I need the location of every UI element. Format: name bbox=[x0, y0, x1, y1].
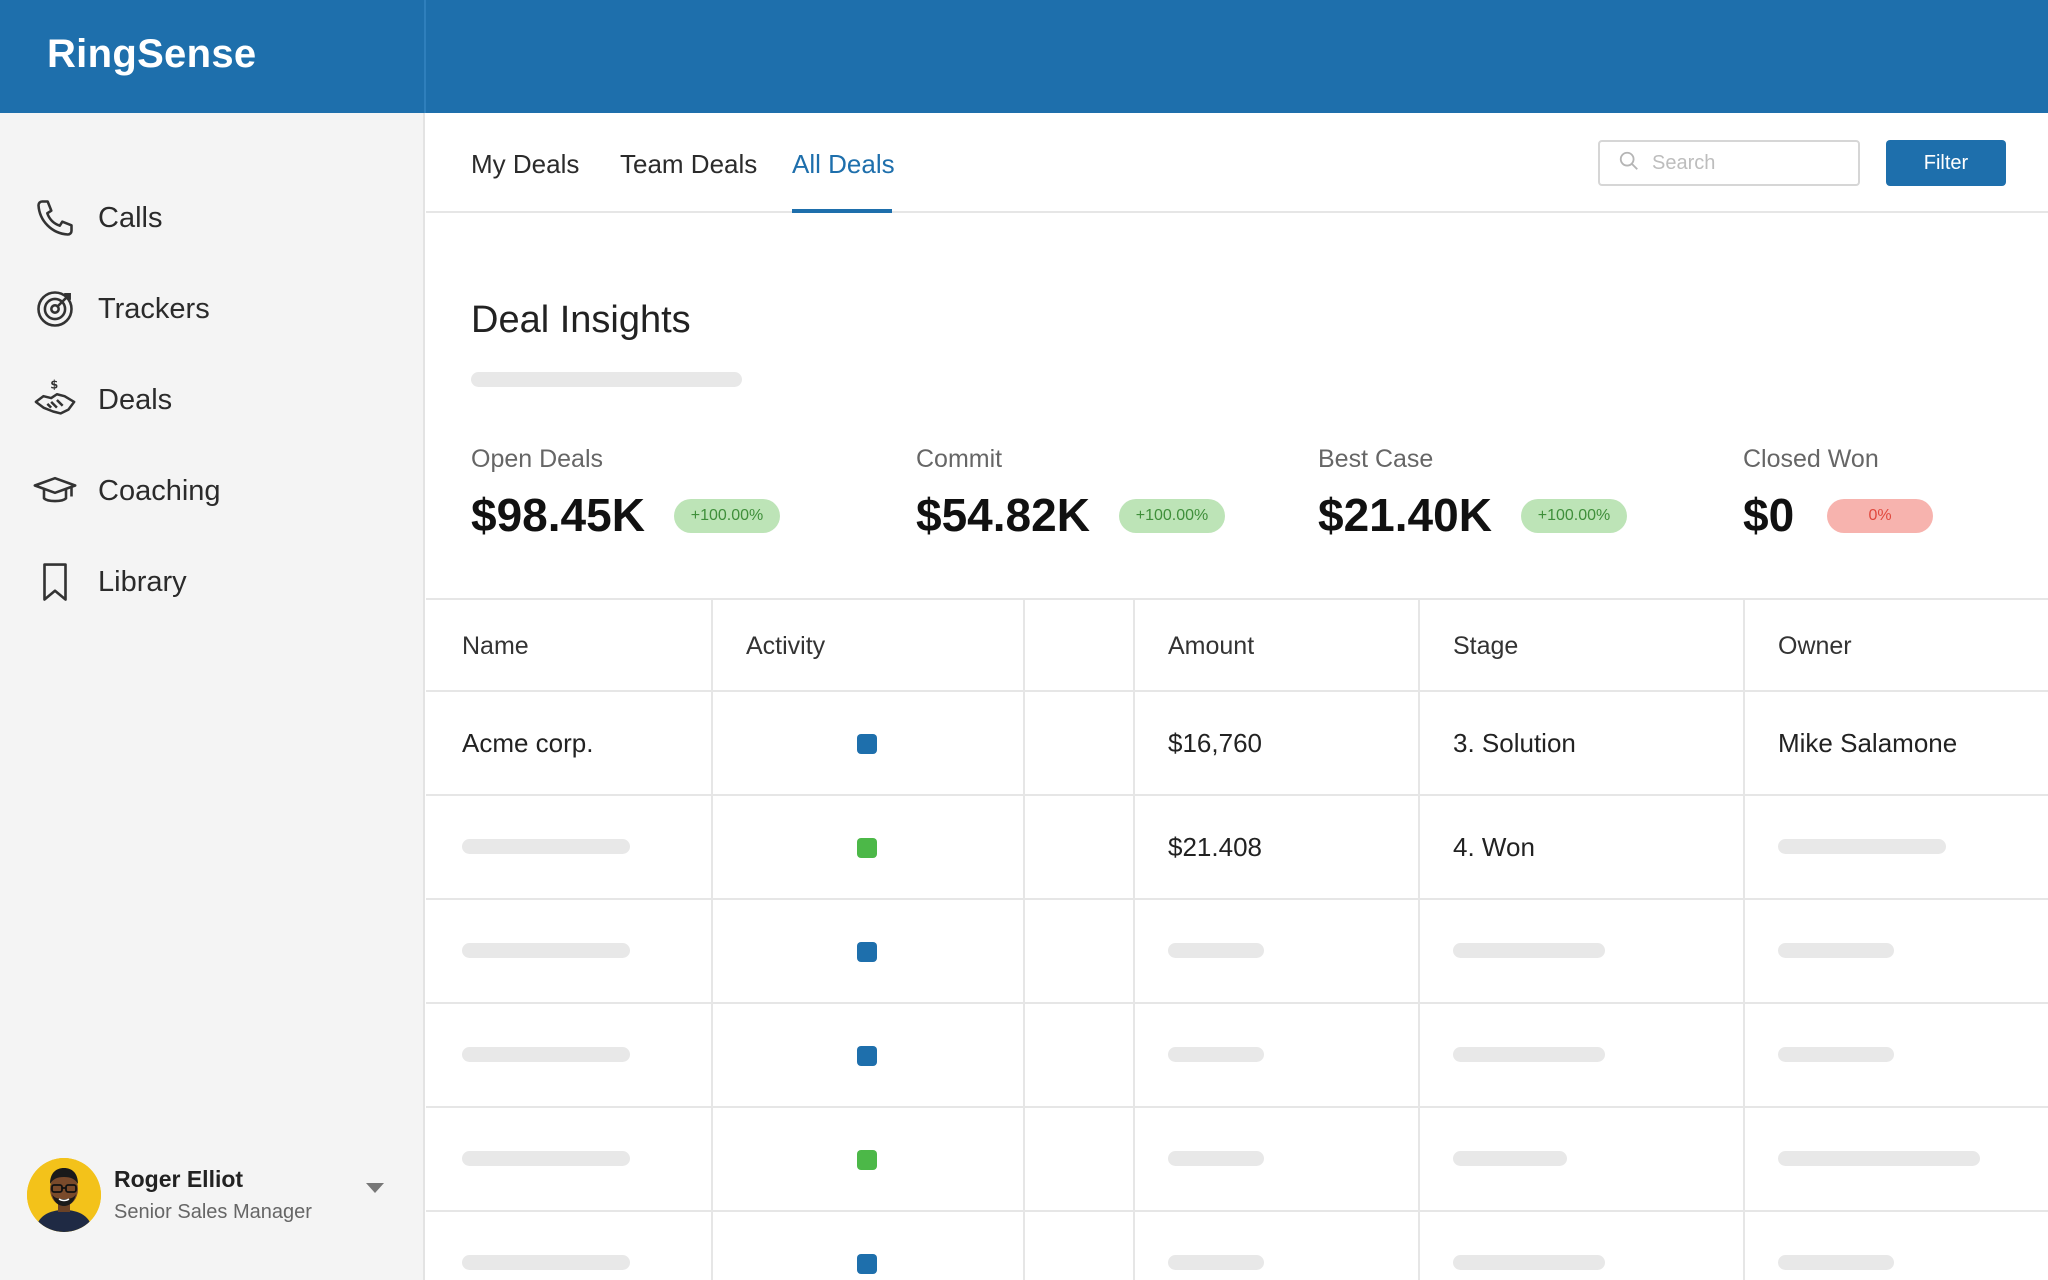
search-icon bbox=[1618, 150, 1640, 177]
deals-tab-bar: My Deals Team Deals All Deals Filter bbox=[426, 113, 2048, 213]
svg-text:$: $ bbox=[50, 378, 58, 392]
activity-indicator bbox=[857, 1046, 877, 1066]
table-cell-name[interactable]: Acme corp. bbox=[462, 728, 594, 758]
sidebar-item-label: Calls bbox=[98, 201, 163, 234]
graduation-cap-icon bbox=[32, 468, 78, 514]
table-cell-amount: $21.408 bbox=[1168, 832, 1262, 862]
loading-placeholder bbox=[1778, 839, 1946, 854]
loading-placeholder bbox=[1453, 1047, 1605, 1062]
loading-placeholder bbox=[1778, 1255, 1894, 1270]
loading-placeholder bbox=[462, 1255, 630, 1270]
table-border bbox=[1023, 598, 1025, 1280]
tab-all-deals[interactable]: All Deals bbox=[792, 149, 895, 179]
activity-indicator bbox=[857, 1150, 877, 1170]
sidebar-item-label: Library bbox=[98, 565, 187, 598]
column-header-amount[interactable]: Amount bbox=[1168, 632, 1255, 660]
loading-placeholder bbox=[462, 943, 630, 958]
brand-logo[interactable]: RingSense bbox=[47, 32, 257, 76]
column-header-owner[interactable]: Owner bbox=[1778, 632, 1852, 660]
sidebar-item-label: Deals bbox=[98, 383, 173, 416]
filter-button[interactable]: Filter bbox=[1886, 140, 2006, 186]
page-title: Deal Insights bbox=[471, 299, 691, 341]
column-header-activity[interactable]: Activity bbox=[746, 632, 826, 660]
metric-label-closed-won: Closed Won bbox=[1743, 445, 1879, 473]
tab-team-deals[interactable]: Team Deals bbox=[620, 149, 758, 179]
top-bar: RingSense bbox=[0, 0, 2048, 113]
table-cell-owner: Mike Salamone bbox=[1778, 728, 1958, 758]
sidebar-item-label: Trackers bbox=[98, 292, 210, 325]
table-cell-amount: $16,760 bbox=[1168, 728, 1262, 758]
activity-indicator bbox=[857, 1254, 877, 1274]
table-border bbox=[1743, 598, 1745, 1280]
tab-my-deals[interactable]: My Deals bbox=[471, 149, 580, 179]
user-profile[interactable]: Roger Elliot Senior Sales Manager bbox=[27, 1158, 397, 1234]
chevron-down-icon[interactable] bbox=[363, 1176, 387, 1200]
table-cell-stage: 4. Won bbox=[1453, 832, 1535, 862]
loading-placeholder bbox=[1778, 1047, 1894, 1062]
loading-placeholder bbox=[462, 839, 630, 854]
metric-value-best-case: $21.40K bbox=[1318, 489, 1492, 541]
column-header-name[interactable]: Name bbox=[462, 632, 529, 660]
metric-label-open-deals: Open Deals bbox=[471, 445, 604, 473]
user-name: Roger Elliot bbox=[114, 1166, 244, 1192]
handshake-dollar-icon: $ bbox=[32, 377, 78, 423]
top-bar-divider bbox=[424, 0, 426, 113]
bookmark-icon bbox=[32, 559, 78, 605]
loading-placeholder bbox=[1778, 1151, 1980, 1166]
loading-placeholder bbox=[1778, 943, 1894, 958]
metric-change-badge: +100.00% bbox=[674, 499, 780, 533]
metric-value-commit: $54.82K bbox=[916, 489, 1090, 541]
loading-placeholder bbox=[1168, 1255, 1264, 1270]
column-header-stage[interactable]: Stage bbox=[1453, 632, 1519, 660]
loading-placeholder bbox=[1168, 943, 1264, 958]
loading-placeholder bbox=[1453, 1151, 1567, 1166]
loading-placeholder bbox=[1453, 1255, 1605, 1270]
search-box[interactable] bbox=[1598, 140, 1860, 186]
loading-placeholder bbox=[1453, 943, 1605, 958]
sidebar-item-coaching[interactable]: Coaching bbox=[32, 465, 221, 517]
table-border bbox=[1133, 598, 1135, 1280]
phone-icon bbox=[32, 195, 78, 241]
deals-table: Name Activity Amount Stage Owner Acme co… bbox=[426, 598, 2048, 1280]
table-border bbox=[426, 598, 2048, 600]
activity-indicator bbox=[857, 838, 877, 858]
metric-label-commit: Commit bbox=[916, 445, 1003, 473]
avatar[interactable] bbox=[27, 1158, 101, 1232]
activity-indicator bbox=[857, 734, 877, 754]
sidebar-item-label: Coaching bbox=[98, 474, 221, 507]
sidebar-item-library[interactable]: Library bbox=[32, 556, 187, 608]
metric-label-best-case: Best Case bbox=[1318, 445, 1434, 473]
metric-value-closed-won: $0 bbox=[1743, 489, 1795, 541]
loading-placeholder bbox=[462, 1047, 630, 1062]
loading-placeholder bbox=[1168, 1151, 1264, 1166]
table-border bbox=[426, 794, 2048, 796]
activity-indicator bbox=[857, 942, 877, 962]
table-border bbox=[426, 1106, 2048, 1108]
subtitle-placeholder bbox=[471, 372, 742, 387]
metric-change-badge: +100.00% bbox=[1119, 499, 1225, 533]
table-border bbox=[1418, 598, 1420, 1280]
sidebar-item-trackers[interactable]: Trackers bbox=[32, 283, 210, 335]
target-icon bbox=[32, 286, 78, 332]
table-border bbox=[426, 690, 2048, 692]
sidebar-item-deals[interactable]: $ Deals bbox=[32, 374, 172, 426]
sidebar-item-calls[interactable]: Calls bbox=[32, 192, 162, 244]
table-border bbox=[711, 598, 713, 1280]
metric-change-badge: 0% bbox=[1827, 499, 1933, 533]
metric-change-badge: +100.00% bbox=[1521, 499, 1627, 533]
active-tab-indicator bbox=[792, 209, 892, 213]
user-role: Senior Sales Manager bbox=[114, 1201, 312, 1223]
loading-placeholder bbox=[1168, 1047, 1264, 1062]
table-border bbox=[426, 1210, 2048, 1212]
table-border bbox=[426, 898, 2048, 900]
table-border bbox=[426, 1002, 2048, 1004]
metric-value-open-deals: $98.45K bbox=[471, 489, 645, 541]
loading-placeholder bbox=[462, 1151, 630, 1166]
sidebar: Calls Trackers $ Deals Coaching Library bbox=[0, 113, 425, 1280]
table-cell-stage: 3. Solution bbox=[1453, 728, 1576, 758]
search-input[interactable] bbox=[1652, 151, 1852, 175]
